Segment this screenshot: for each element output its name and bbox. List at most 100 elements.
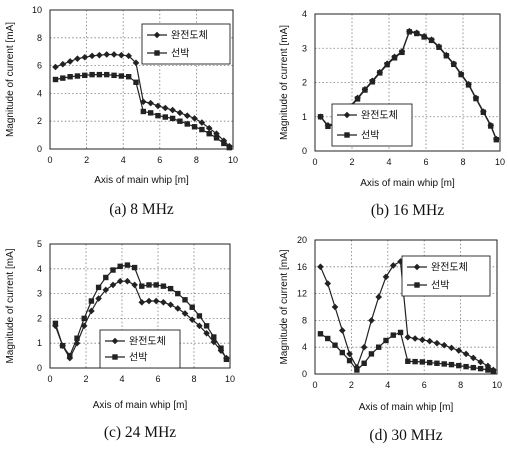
data-point <box>465 82 472 88</box>
y-tick-label: 3 <box>302 43 307 53</box>
data-point <box>131 264 138 271</box>
data-point <box>477 358 484 366</box>
data-point <box>88 298 95 304</box>
data-point <box>140 98 147 106</box>
y-axis-label: Magnitude of current [mA] <box>5 22 16 137</box>
data-point <box>147 110 154 116</box>
plot-frame <box>314 13 501 152</box>
legend-marker <box>111 337 119 345</box>
data-point <box>160 298 167 306</box>
data-point <box>218 345 224 351</box>
data-point <box>325 123 331 130</box>
data-point <box>110 51 118 58</box>
data-point <box>95 284 102 291</box>
data-point <box>138 298 146 306</box>
data-point <box>154 102 162 110</box>
data-point <box>111 72 117 79</box>
y-tick-label: 2 <box>37 116 42 126</box>
x-tick-label: 2 <box>84 155 89 165</box>
data-point <box>473 95 479 102</box>
data-point <box>146 282 152 288</box>
data-point <box>360 343 368 351</box>
data-point <box>405 358 411 364</box>
x-tick-label: 10 <box>228 155 238 165</box>
data-point <box>211 334 217 340</box>
data-point <box>169 106 176 114</box>
y-axis-label: Magnitude of current [mA] <box>279 25 290 140</box>
data-point <box>66 58 74 65</box>
y-tick-label: 6 <box>37 61 42 71</box>
y-tick-label: 0 <box>302 369 307 379</box>
data-point <box>96 51 103 59</box>
data-point <box>434 360 440 366</box>
legend-entry: 선박 <box>361 130 379 142</box>
data-point <box>82 72 88 79</box>
x-axis-label: Axis of main whip [m] <box>93 400 188 411</box>
data-point <box>140 108 147 115</box>
x-axis-label: Axis of main whip [m] <box>360 178 455 189</box>
data-point <box>433 339 441 347</box>
legend-box <box>141 23 231 65</box>
data-point <box>226 144 233 151</box>
data-point <box>436 44 442 50</box>
y-tick-label: 16 <box>297 262 307 272</box>
data-point <box>421 34 427 40</box>
data-point <box>390 332 396 338</box>
data-point <box>89 71 95 78</box>
y-tick-label: 4 <box>302 342 307 352</box>
data-point <box>462 350 470 358</box>
plot-frame <box>49 9 234 150</box>
y-tick-label: 12 <box>297 289 307 299</box>
data-point <box>74 335 80 341</box>
data-point <box>110 267 116 273</box>
y-tick-label: 10 <box>32 5 42 15</box>
data-point <box>456 362 462 369</box>
legend-entry: 선박 <box>129 352 147 364</box>
data-point <box>176 109 184 117</box>
data-point <box>443 53 450 59</box>
data-point <box>205 124 213 132</box>
data-point <box>339 349 345 356</box>
data-point <box>116 277 124 285</box>
data-point <box>160 283 167 289</box>
data-point <box>102 286 110 294</box>
plot-frame <box>314 239 498 375</box>
x-tick-label: 0 <box>47 374 52 384</box>
data-point <box>184 121 190 127</box>
data-point <box>317 331 324 337</box>
data-point <box>196 313 203 319</box>
data-point <box>419 336 426 344</box>
legend-entry: 선박 <box>431 280 449 292</box>
data-point <box>369 79 376 85</box>
x-tick-label: 4 <box>121 155 126 165</box>
data-point <box>183 112 191 119</box>
x-tick-label: 6 <box>157 155 162 165</box>
x-tick-label: 2 <box>349 157 354 167</box>
data-point <box>181 310 189 317</box>
figure-caption: (c) 24 MHz <box>104 424 176 441</box>
y-tick-label: 5 <box>37 239 42 249</box>
y-axis-label: Magnitude of current [mA] <box>279 249 290 364</box>
data-point <box>103 274 109 281</box>
data-point <box>455 347 463 354</box>
data-point <box>118 51 125 59</box>
data-point <box>376 344 382 350</box>
legend-entry: 완전도체 <box>431 262 468 274</box>
data-point <box>133 79 139 85</box>
x-tick-label: 8 <box>460 157 465 167</box>
data-point <box>188 316 196 323</box>
data-point <box>147 99 154 107</box>
data-point <box>52 320 59 327</box>
legend-marker <box>413 263 421 271</box>
data-point <box>88 52 96 60</box>
y-tick-label: 1 <box>302 112 307 122</box>
data-point <box>419 359 426 365</box>
legend-box <box>331 103 413 147</box>
x-tick-label: 4 <box>386 157 391 167</box>
x-tick-label: 0 <box>47 155 52 165</box>
figure-caption: (a) 8 MHz <box>109 201 174 218</box>
data-point <box>81 53 89 61</box>
data-point <box>177 118 183 124</box>
data-point <box>124 262 131 268</box>
data-point <box>470 364 477 371</box>
